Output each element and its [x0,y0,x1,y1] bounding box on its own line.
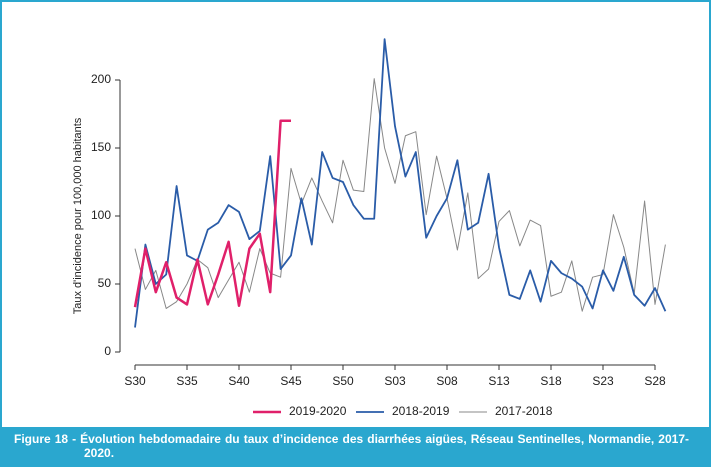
x-tick-label: S08 [436,374,458,388]
legend-label: 2017-2018 [495,404,553,418]
x-tick-label: S13 [488,374,510,388]
series-line [133,119,291,308]
legend-label: 2018-2019 [392,404,450,418]
x-tick-label: S23 [592,374,614,388]
y-tick-label: 150 [91,140,111,154]
y-tick-label: 100 [91,208,111,222]
series-line [134,78,666,312]
x-tick-label: S40 [228,374,250,388]
legend-label: 2019-2020 [289,404,347,418]
x-tick-label: S03 [384,374,406,388]
x-tick-label: S30 [124,374,146,388]
y-tick-label: 0 [104,344,111,358]
x-tick-label: S50 [332,374,354,388]
series-line [134,38,667,328]
y-tick-label: 50 [98,276,112,290]
y-axis-label: Taux d'incidence pour 100,000 habitants [72,117,84,314]
x-tick-label: S28 [644,374,666,388]
caption: Figure 18 - Évolution hebdomadaire du ta… [2,427,709,467]
x-tick-label: S45 [280,374,302,388]
y-tick-label: 200 [91,72,111,86]
x-tick-label: S18 [540,374,562,388]
x-tick-label: S35 [176,374,198,388]
